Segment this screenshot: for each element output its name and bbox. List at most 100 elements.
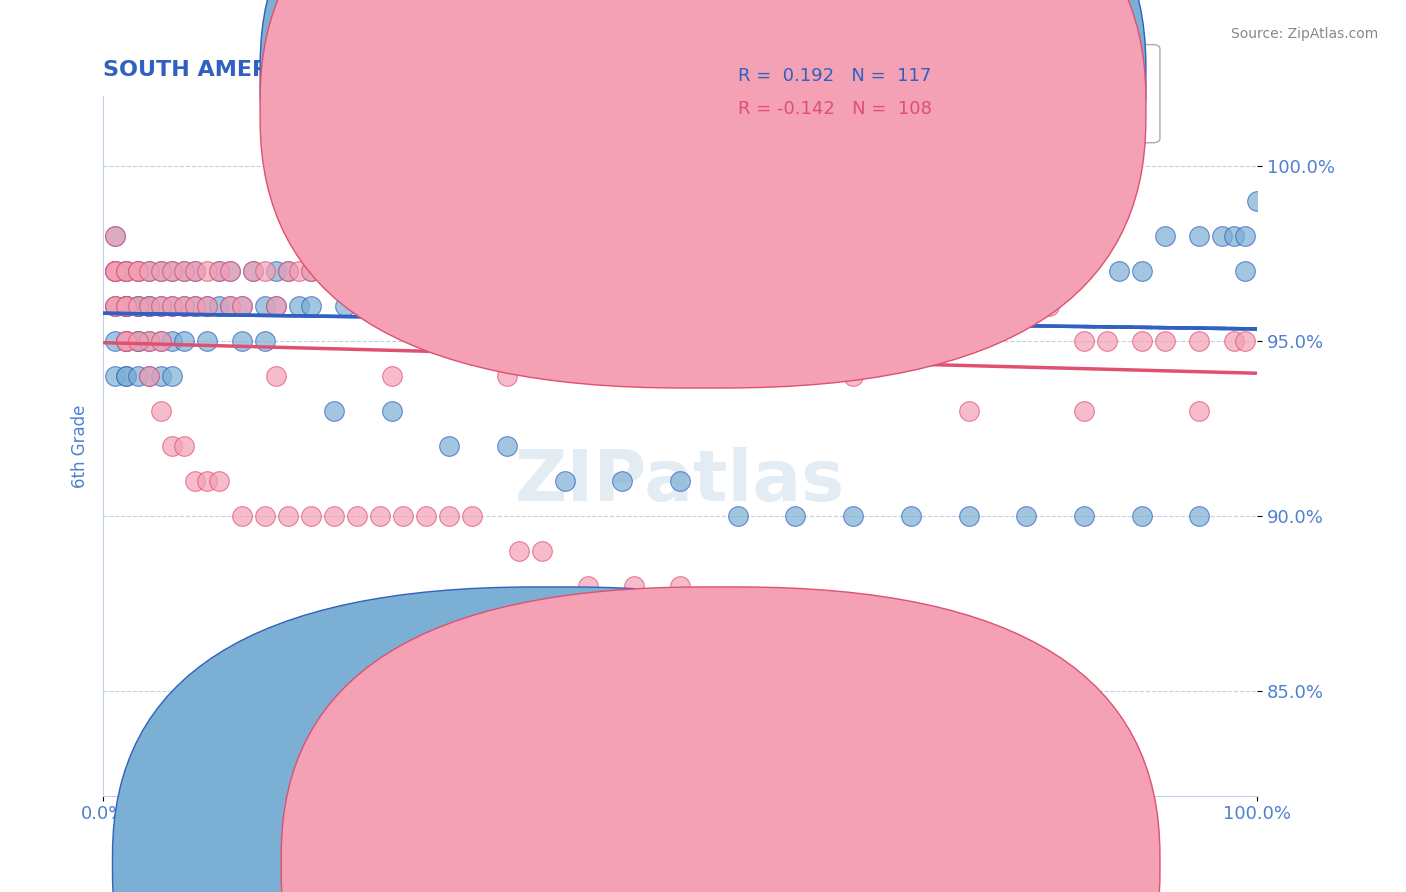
Point bbox=[727, 264, 749, 278]
Point bbox=[277, 264, 299, 278]
Point bbox=[288, 264, 311, 278]
Point bbox=[264, 369, 287, 384]
Point bbox=[115, 299, 138, 313]
Point bbox=[392, 264, 415, 278]
Point bbox=[149, 404, 172, 418]
Point bbox=[1223, 229, 1246, 244]
Point bbox=[1015, 509, 1038, 524]
Point bbox=[207, 474, 229, 488]
Point bbox=[1095, 334, 1118, 349]
Point bbox=[439, 439, 461, 453]
Point bbox=[242, 264, 264, 278]
Point bbox=[311, 264, 333, 278]
Point bbox=[299, 264, 322, 278]
Point bbox=[264, 299, 287, 313]
Point bbox=[1073, 229, 1095, 244]
Point bbox=[392, 509, 415, 524]
Point bbox=[645, 264, 668, 278]
Point bbox=[842, 509, 865, 524]
Point bbox=[357, 264, 380, 278]
Point bbox=[1153, 334, 1175, 349]
Point bbox=[1015, 299, 1038, 313]
Point bbox=[104, 229, 127, 244]
Point bbox=[461, 264, 484, 278]
Point bbox=[219, 299, 242, 313]
Point bbox=[231, 299, 253, 313]
Point bbox=[207, 299, 229, 313]
Point bbox=[231, 334, 253, 349]
Point bbox=[415, 509, 437, 524]
Text: Source: ZipAtlas.com: Source: ZipAtlas.com bbox=[1230, 27, 1378, 41]
Point bbox=[727, 264, 749, 278]
Point bbox=[346, 264, 368, 278]
Point bbox=[207, 264, 229, 278]
Point bbox=[242, 264, 264, 278]
Point bbox=[173, 334, 195, 349]
Point bbox=[716, 614, 738, 628]
Point bbox=[1130, 509, 1153, 524]
Point bbox=[115, 264, 138, 278]
Point bbox=[703, 264, 725, 278]
Point bbox=[115, 299, 138, 313]
Point bbox=[669, 264, 692, 278]
Point bbox=[195, 334, 218, 349]
Point bbox=[104, 264, 127, 278]
Point bbox=[922, 264, 945, 278]
Point bbox=[1108, 264, 1130, 278]
Point bbox=[346, 264, 368, 278]
Point bbox=[162, 439, 184, 453]
Point bbox=[138, 299, 160, 313]
Point bbox=[173, 264, 195, 278]
Point bbox=[900, 299, 922, 313]
Point bbox=[115, 299, 138, 313]
Point bbox=[138, 369, 160, 384]
Point bbox=[612, 264, 634, 278]
Point bbox=[138, 264, 160, 278]
Point bbox=[335, 299, 357, 313]
Point bbox=[162, 334, 184, 349]
Point bbox=[900, 509, 922, 524]
Point bbox=[277, 264, 299, 278]
Point bbox=[785, 509, 807, 524]
Point bbox=[439, 509, 461, 524]
Point bbox=[818, 264, 841, 278]
Point bbox=[484, 264, 506, 278]
Point bbox=[162, 299, 184, 313]
Point bbox=[127, 299, 149, 313]
Point bbox=[957, 404, 980, 418]
Point bbox=[461, 264, 484, 278]
Point bbox=[184, 264, 207, 278]
Point bbox=[219, 264, 242, 278]
Point bbox=[115, 299, 138, 313]
Point bbox=[104, 369, 127, 384]
Point bbox=[842, 264, 865, 278]
Point bbox=[1038, 299, 1060, 313]
Point bbox=[173, 264, 195, 278]
Point bbox=[1073, 404, 1095, 418]
Point bbox=[138, 334, 160, 349]
Point bbox=[1188, 229, 1211, 244]
Point bbox=[127, 334, 149, 349]
Point bbox=[669, 474, 692, 488]
Point bbox=[184, 474, 207, 488]
Point bbox=[184, 299, 207, 313]
Point bbox=[957, 264, 980, 278]
Point bbox=[299, 509, 322, 524]
Point bbox=[219, 299, 242, 313]
Point bbox=[162, 264, 184, 278]
Point bbox=[439, 264, 461, 278]
Point bbox=[127, 299, 149, 313]
Point bbox=[612, 369, 634, 384]
Point bbox=[173, 299, 195, 313]
Point bbox=[149, 334, 172, 349]
Point bbox=[669, 579, 692, 593]
Point bbox=[727, 369, 749, 384]
Point bbox=[727, 509, 749, 524]
Point bbox=[104, 299, 127, 313]
Point bbox=[253, 264, 276, 278]
Point bbox=[576, 264, 599, 278]
Point bbox=[322, 404, 344, 418]
Text: R =  0.192   N =  117: R = 0.192 N = 117 bbox=[738, 67, 932, 85]
Point bbox=[149, 299, 172, 313]
Point bbox=[231, 299, 253, 313]
